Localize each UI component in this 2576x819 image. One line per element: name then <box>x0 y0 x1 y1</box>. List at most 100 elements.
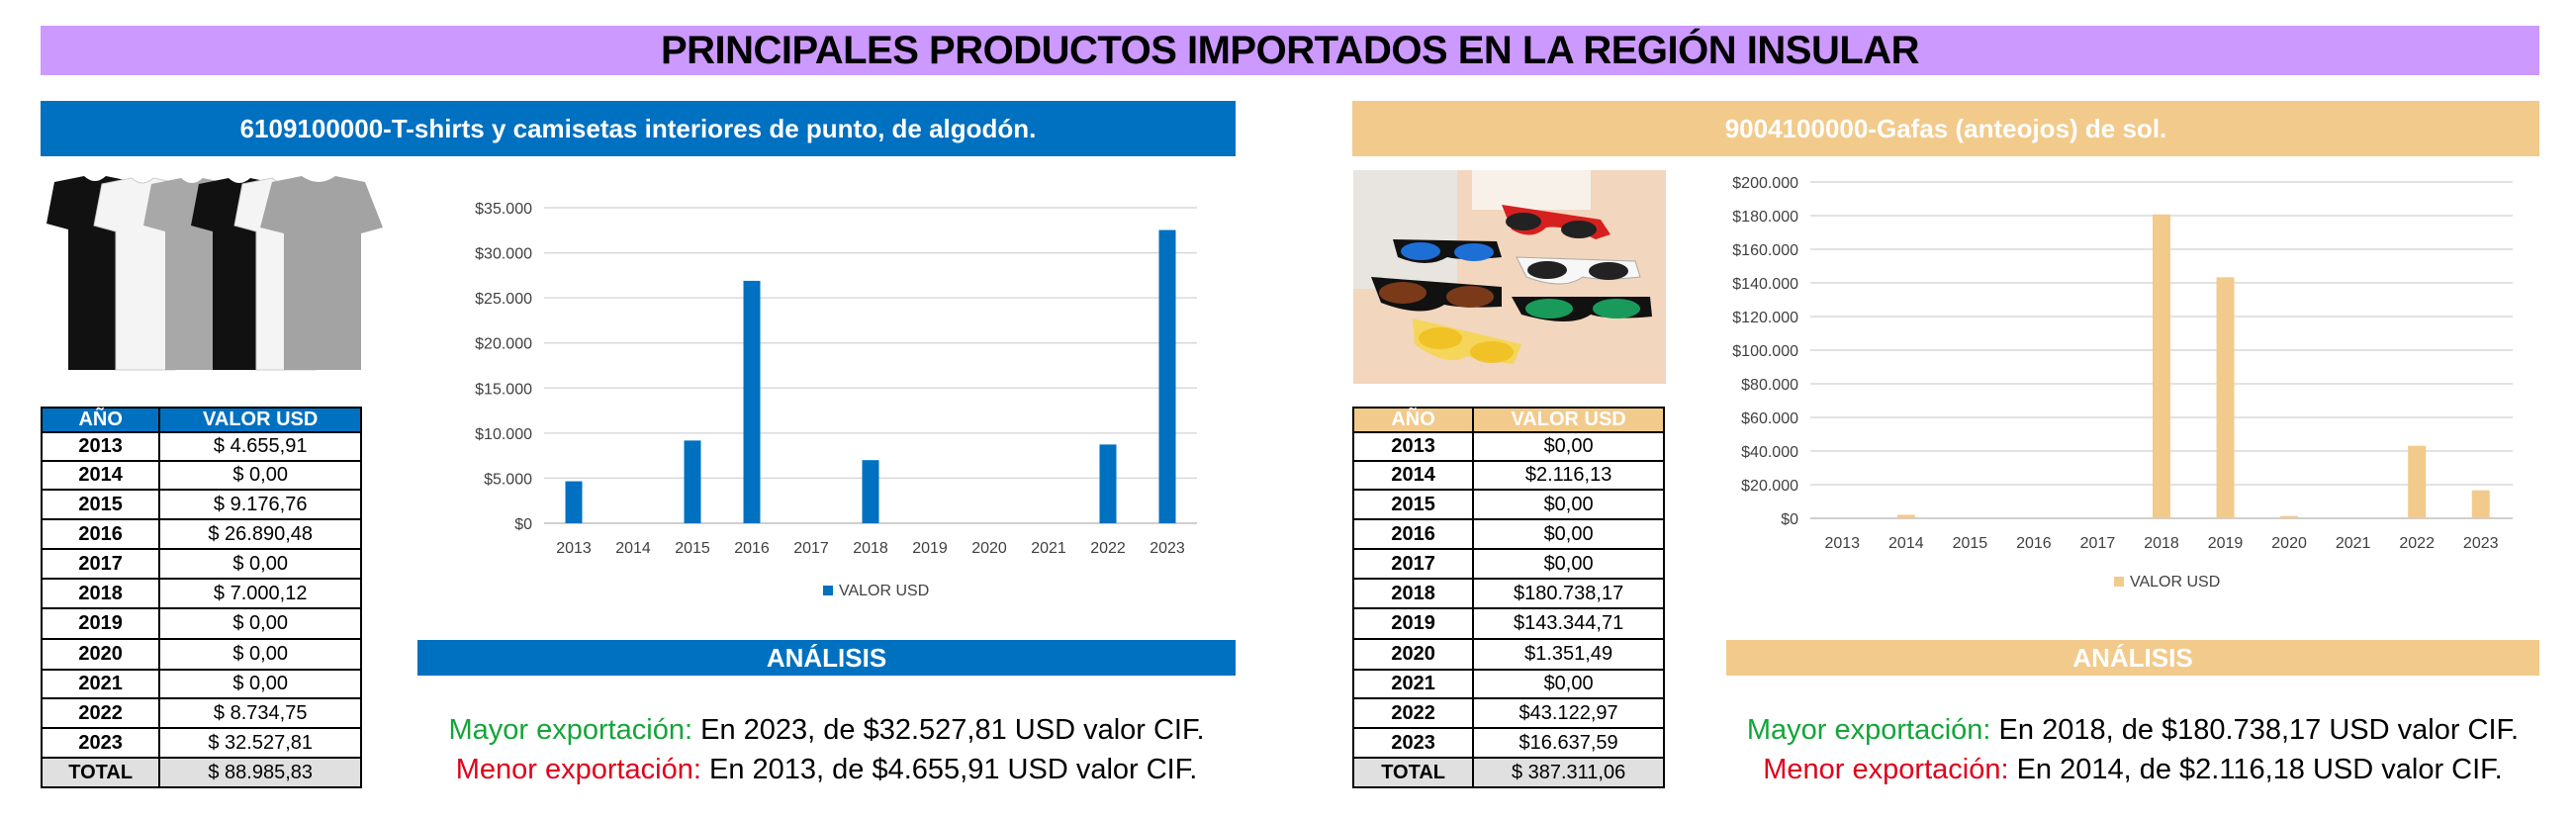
sunglasses-yellow <box>1413 318 1521 364</box>
y-tick-label: $140.000 <box>1732 276 1798 293</box>
year-cell: 2014 <box>1351 460 1475 491</box>
year-cell: 2017 <box>40 548 161 580</box>
legend-label: VALOR USD <box>2130 574 2220 591</box>
table-row: 2014 $2.116,13 <box>1351 460 1665 491</box>
year-cell: 2013 <box>40 431 161 462</box>
mayor-text: En 2023, de $32.527,81 USD valor CIF. <box>692 714 1205 746</box>
sunglasses-photo <box>1353 170 1666 384</box>
left-mayor-line: Mayor exportación: En 2023, de $32.527,8… <box>417 714 1236 747</box>
right-menor-line: Menor exportación: En 2014, de $2.116,18… <box>1726 754 2539 786</box>
value-cell: $ 9.176,76 <box>158 489 362 520</box>
value-column-header: VALOR USD <box>158 407 362 433</box>
total-label: TOTAL <box>40 757 161 788</box>
y-tick-label: $160.000 <box>1732 242 1798 259</box>
value-cell: $ 0,00 <box>158 548 362 580</box>
value-cell: $180.738,17 <box>1472 578 1665 609</box>
sunglasses-brown <box>1371 277 1502 312</box>
bar-2014 <box>1896 514 1915 518</box>
value-cell: $ 32.527,81 <box>158 727 362 759</box>
table-row: 2020 $ 0,00 <box>40 638 362 671</box>
x-tick-label: 2023 <box>2463 535 2499 552</box>
x-tick-label: 2023 <box>1150 540 1185 557</box>
value-cell: $143.344,71 <box>1472 607 1665 640</box>
bar-2023 <box>1158 229 1176 524</box>
menor-text: En 2013, de $4.655,91 USD valor CIF. <box>700 754 1198 785</box>
table-row: 2016 $0,00 <box>1351 518 1665 550</box>
right-values-table: AÑO VALOR USD 2013 $0,00 2014 $2.116,13 2015… <box>1351 407 1665 788</box>
value-cell: $ 26.890,48 <box>158 518 362 550</box>
y-tick-label: $100.000 <box>1732 343 1798 360</box>
x-tick-label: 2017 <box>793 540 829 557</box>
year-cell: 2019 <box>1351 607 1475 640</box>
year-cell: 2016 <box>40 518 161 550</box>
total-row: TOTAL $ 387.311,06 <box>1351 757 1665 788</box>
x-tick-label: 2016 <box>2016 535 2052 552</box>
sunglasses-red <box>1502 205 1610 239</box>
t-shirts-photo <box>46 176 383 371</box>
x-tick-label: 2019 <box>2208 535 2244 552</box>
year-cell: 2020 <box>40 638 161 671</box>
y-tick-label: $0 <box>514 516 532 533</box>
x-tick-label: 2022 <box>2399 535 2435 552</box>
x-tick-label: 2014 <box>1888 535 1924 552</box>
year-cell: 2013 <box>1351 431 1475 462</box>
bar-2015 <box>684 440 701 523</box>
table-row: 2017 $ 0,00 <box>40 548 362 580</box>
y-tick-label: $60.000 <box>1741 410 1798 427</box>
y-tick-label: $15.000 <box>475 381 532 398</box>
right-bar-chart: $0 $20.000 $40.000 $60.000 $80.000 $100.000 $1… <box>1732 175 2513 591</box>
y-tick-label: $5.000 <box>484 471 532 488</box>
left-analysis-header: ANÁLISIS <box>417 640 1236 676</box>
table-row: 2013 $0,00 <box>1351 431 1665 462</box>
total-value: $ 88.985,83 <box>158 757 362 788</box>
year-column-header: AÑO <box>1351 407 1475 433</box>
year-cell: 2022 <box>40 697 161 729</box>
y-tick-label: $40.000 <box>1741 444 1798 461</box>
year-cell: 2014 <box>40 460 161 491</box>
table-row: 2019 $ 0,00 <box>40 607 362 640</box>
y-tick-label: $80.000 <box>1741 377 1798 394</box>
page-title: PRINCIPALES PRODUCTOS IMPORTADOS EN LA R… <box>41 26 2539 75</box>
y-tick-label: $10.000 <box>475 426 532 443</box>
year-cell: 2018 <box>40 578 161 609</box>
year-cell: 2021 <box>1351 669 1475 699</box>
year-cell: 2017 <box>1351 548 1475 580</box>
value-cell: $43.122,97 <box>1472 697 1665 729</box>
mayor-label: Mayor exportación: <box>1746 714 1991 746</box>
table-row: 2017 $0,00 <box>1351 548 1665 580</box>
year-cell: 2023 <box>1351 727 1475 759</box>
value-cell: $ 0,00 <box>158 638 362 671</box>
left-product-header: 6109100000-T-shirts y camisetas interior… <box>41 101 1236 156</box>
left-menor-line: Menor exportación: En 2013, de $4.655,91… <box>417 754 1236 786</box>
y-tick-label: $120.000 <box>1732 310 1798 326</box>
tshirt-gray-2 <box>260 176 383 370</box>
value-cell: $ 8.734,75 <box>158 697 362 729</box>
right-mayor-line: Mayor exportación: En 2018, de $180.738,… <box>1726 714 2539 747</box>
table-row: 2016 $ 26.890,48 <box>40 518 362 550</box>
y-tick-label: $20.000 <box>1741 478 1798 495</box>
table-row: 2015 $ 9.176,76 <box>40 489 362 520</box>
bar-2018 <box>2153 214 2170 518</box>
table-row: 2018 $ 7.000,12 <box>40 578 362 609</box>
x-tick-label: 2015 <box>1953 535 1988 552</box>
value-cell: $ 7.000,12 <box>158 578 362 609</box>
menor-text: En 2014, de $2.116,18 USD valor CIF. <box>2008 754 2503 785</box>
year-cell: 2023 <box>40 727 161 759</box>
value-cell: $0,00 <box>1472 489 1665 520</box>
year-cell: 2016 <box>1351 518 1475 550</box>
value-cell: $16.637,59 <box>1472 727 1665 759</box>
table-row: 2021 $ 0,00 <box>40 669 362 699</box>
value-cell: $0,00 <box>1472 431 1665 462</box>
y-tick-label: $20.000 <box>475 336 532 353</box>
value-cell: $ 4.655,91 <box>158 431 362 462</box>
x-tick-label: 2022 <box>1090 540 1126 557</box>
bar-2022 <box>1099 444 1117 523</box>
bar-2013 <box>565 481 583 523</box>
value-column-header: VALOR USD <box>1472 407 1665 433</box>
table-row: 2013 $ 4.655,91 <box>40 431 362 462</box>
y-tick-label: $200.000 <box>1732 175 1798 192</box>
total-label: TOTAL <box>1351 757 1475 788</box>
value-cell: $0,00 <box>1472 548 1665 580</box>
x-tick-label: 2016 <box>734 540 770 557</box>
value-cell: $ 0,00 <box>158 607 362 640</box>
